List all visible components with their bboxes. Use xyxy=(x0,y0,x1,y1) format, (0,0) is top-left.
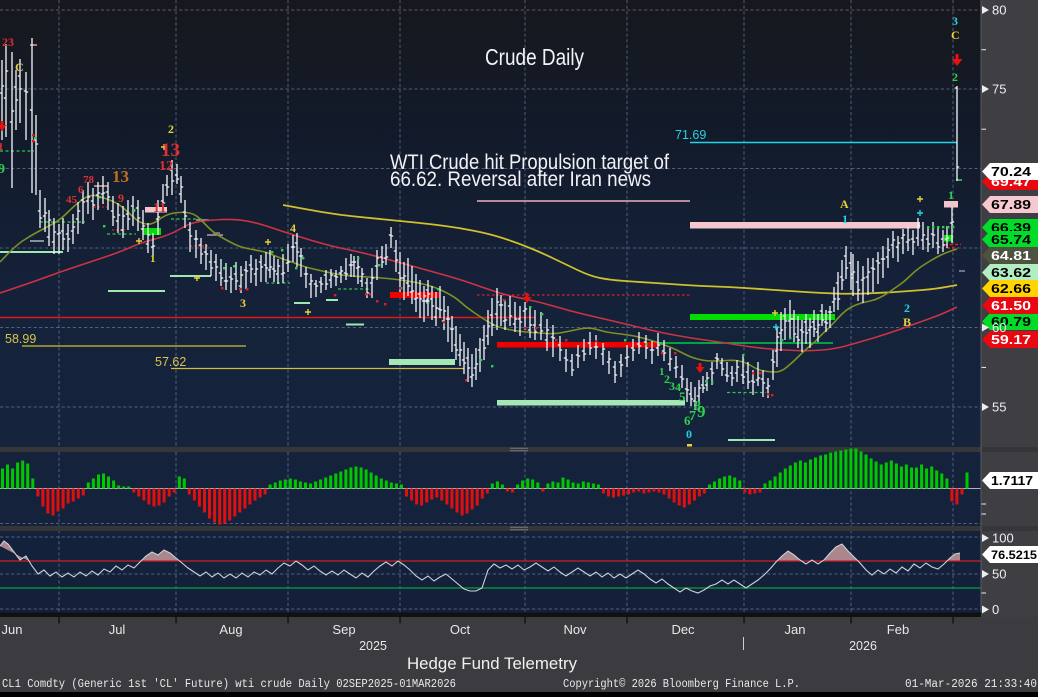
svg-text:50: 50 xyxy=(992,567,1006,582)
svg-text:71.69: 71.69 xyxy=(675,128,706,142)
svg-text:2: 2 xyxy=(952,70,958,84)
svg-text:1.7117: 1.7117 xyxy=(991,474,1033,488)
svg-text:1: 1 xyxy=(150,253,156,265)
svg-text:B: B xyxy=(903,315,911,329)
svg-text:3: 3 xyxy=(240,296,246,310)
svg-text:4: 4 xyxy=(290,221,296,235)
svg-text:01-Mar-2026 21:33:40: 01-Mar-2026 21:33:40 xyxy=(905,678,1037,691)
svg-text:3: 3 xyxy=(952,14,958,28)
svg-text:Hedge Fund Telemetry: Hedge Fund Telemetry xyxy=(407,655,578,673)
svg-text:Oct: Oct xyxy=(450,622,471,637)
svg-text:66.62. Reversal after Iran new: 66.62. Reversal after Iran news xyxy=(390,168,651,191)
svg-text:61.50: 61.50 xyxy=(991,299,1031,313)
svg-text:11: 11 xyxy=(153,201,166,216)
svg-text:67.89: 67.89 xyxy=(991,198,1031,212)
svg-text:4: 4 xyxy=(675,380,681,394)
svg-text:Nov: Nov xyxy=(563,622,587,637)
svg-text:63.62: 63.62 xyxy=(991,266,1031,280)
svg-text:Sep: Sep xyxy=(332,622,355,637)
svg-text:23: 23 xyxy=(2,35,14,49)
svg-text:100: 100 xyxy=(992,531,1014,546)
svg-text:2: 2 xyxy=(664,372,670,386)
svg-text:Aug: Aug xyxy=(219,622,242,637)
svg-text:1: 1 xyxy=(842,212,848,226)
svg-text:60: 60 xyxy=(992,320,1006,335)
svg-text:3: 3 xyxy=(669,379,675,393)
svg-text:58.99: 58.99 xyxy=(5,332,36,346)
svg-text:9: 9 xyxy=(697,402,706,421)
svg-text:57.62: 57.62 xyxy=(155,355,186,369)
svg-text:64.81: 64.81 xyxy=(991,249,1031,263)
svg-text:62.66: 62.66 xyxy=(991,282,1031,296)
svg-text:13: 13 xyxy=(112,167,129,186)
svg-text:2025: 2025 xyxy=(359,639,387,653)
svg-text:C: C xyxy=(951,28,960,42)
svg-text:2: 2 xyxy=(904,301,910,315)
svg-text:0: 0 xyxy=(992,602,999,617)
svg-text:9: 9 xyxy=(0,162,5,177)
svg-text:6: 6 xyxy=(78,184,84,196)
svg-text:2: 2 xyxy=(168,122,174,136)
svg-text:1: 1 xyxy=(948,188,954,202)
svg-text:80: 80 xyxy=(992,3,1006,18)
svg-text:13: 13 xyxy=(161,140,180,161)
svg-text:Feb: Feb xyxy=(887,622,909,637)
svg-text:A: A xyxy=(840,197,849,211)
svg-text:C: C xyxy=(15,60,24,74)
svg-text:55: 55 xyxy=(992,400,1006,415)
svg-text:76.5215: 76.5215 xyxy=(991,548,1037,562)
svg-text:12: 12 xyxy=(159,159,173,174)
svg-text:45: 45 xyxy=(66,194,78,206)
svg-text:7: 7 xyxy=(689,409,696,424)
svg-text:1: 1 xyxy=(0,141,4,153)
svg-text:78: 78 xyxy=(83,174,95,186)
svg-text:8: 8 xyxy=(694,399,701,414)
svg-text:75: 75 xyxy=(992,82,1006,97)
svg-text:Jul: Jul xyxy=(109,622,126,637)
svg-text:CL1 Comdty (Generic 1st 'CL' F: CL1 Comdty (Generic 1st 'CL' Future) wti… xyxy=(2,678,456,691)
svg-text:0: 0 xyxy=(686,427,692,441)
svg-text:WTI Crude hit Propulsion targe: WTI Crude hit Propulsion target of xyxy=(390,151,669,174)
svg-text:Crude Daily: Crude Daily xyxy=(485,44,584,70)
svg-text:1: 1 xyxy=(659,366,665,378)
svg-text:6: 6 xyxy=(684,413,691,428)
svg-text:65.74: 65.74 xyxy=(991,233,1031,247)
svg-text:Jun: Jun xyxy=(2,622,23,637)
svg-text:5: 5 xyxy=(679,389,686,404)
svg-text:Dec: Dec xyxy=(671,622,695,637)
svg-text:60.79: 60.79 xyxy=(991,315,1031,329)
svg-text:59.17: 59.17 xyxy=(991,333,1031,347)
svg-text:70.24: 70.24 xyxy=(991,165,1031,179)
svg-text:9: 9 xyxy=(118,191,124,205)
svg-text:Copyright© 2026 Bloomberg Fina: Copyright© 2026 Bloomberg Finance L.P. xyxy=(563,678,800,691)
svg-text:2026: 2026 xyxy=(849,639,877,653)
svg-text:Jan: Jan xyxy=(785,622,806,637)
